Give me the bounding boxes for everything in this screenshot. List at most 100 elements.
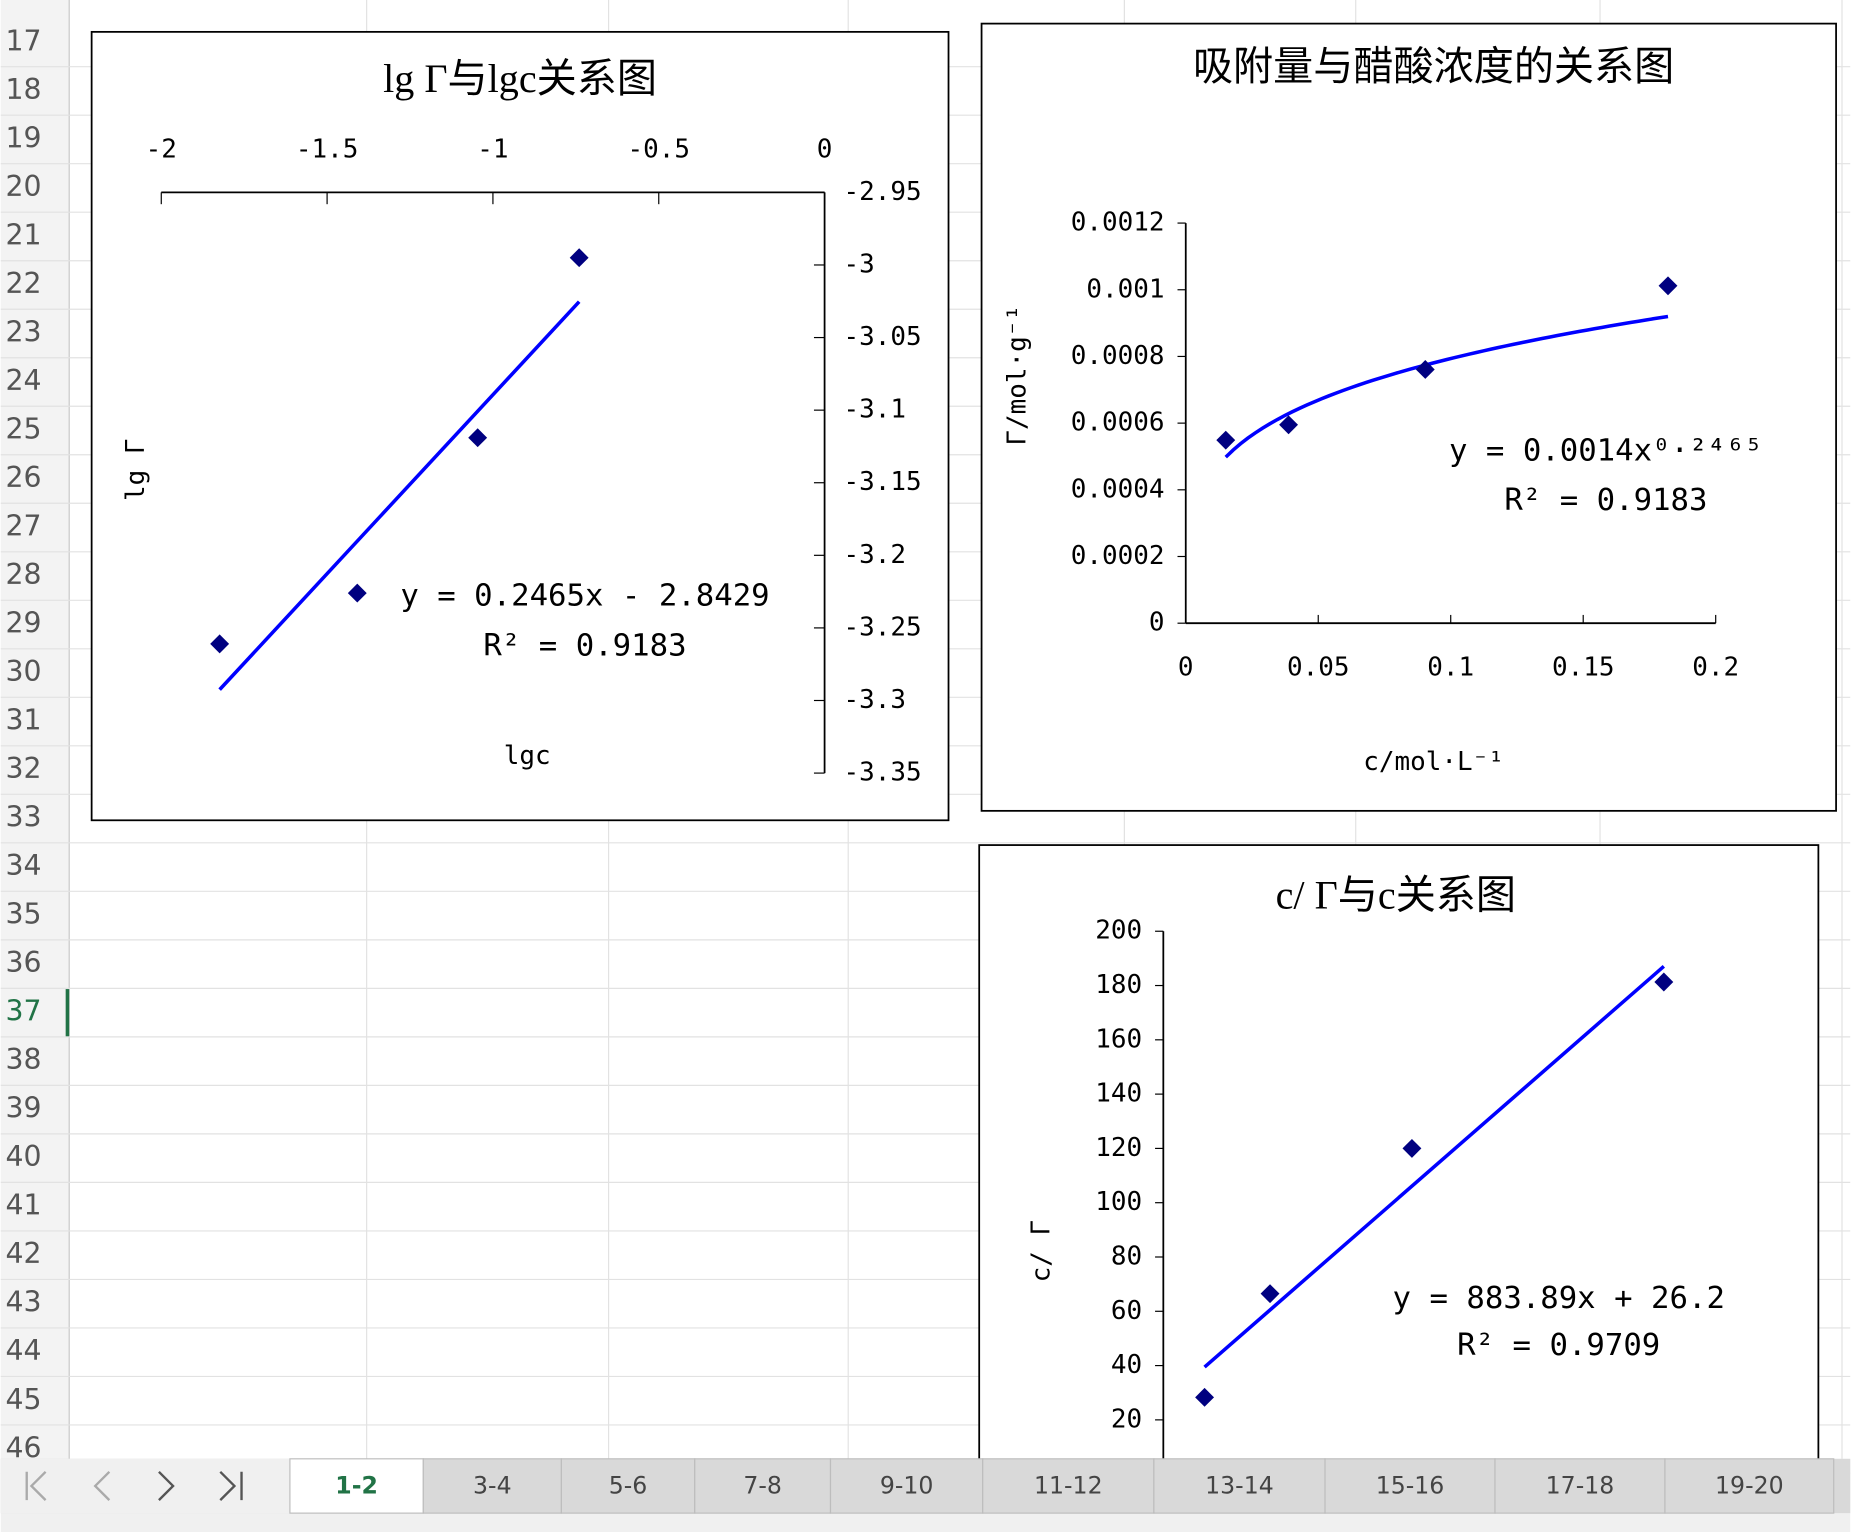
row-number: 26 [5, 461, 41, 494]
data-point [468, 428, 488, 448]
sheet-tab-label: 1-2 [335, 1472, 378, 1500]
y-tick-label: 180 [1095, 970, 1142, 1000]
data-point [1260, 1284, 1280, 1304]
y-tick-label: -3.1 [843, 395, 906, 425]
x-tick-label: -2 [146, 134, 177, 164]
sheet-tab[interactable] [694, 1458, 832, 1514]
row-number: 36 [5, 946, 41, 979]
y-tick-label: -3 [843, 249, 874, 279]
row-number: 24 [5, 364, 41, 397]
y-axis-label: c/ Γ [1026, 1220, 1056, 1283]
y-axis-label: lg Γ [121, 438, 151, 501]
first-sheet-button[interactable] [25, 1470, 47, 1501]
row-number: 44 [5, 1334, 41, 1367]
data-point [569, 248, 589, 268]
y-tick-label: -3.2 [843, 540, 906, 570]
sheet-tab-label: 9-10 [880, 1472, 934, 1500]
x-tick-label: 0.2 [1692, 653, 1739, 683]
row-number: 22 [5, 267, 41, 300]
sheet-tab-label: 5-6 [609, 1472, 648, 1500]
y-tick-label: 140 [1095, 1079, 1142, 1109]
sheet-tab[interactable] [422, 1458, 562, 1514]
row-number: 23 [5, 316, 41, 349]
next-sheet-button[interactable] [158, 1470, 175, 1501]
y-tick-label: 120 [1095, 1133, 1142, 1163]
data-point [1195, 1387, 1215, 1407]
y-tick-label: 0.001 [1086, 274, 1164, 304]
y-tick-label: 160 [1095, 1024, 1142, 1054]
chart: lg Γ与lgc关系图 -2.95 -3 -3.05 -3.1 -3.15 -3.2 -3.2… [90, 30, 950, 822]
sheet-tab-label: 11-12 [1034, 1472, 1103, 1500]
y-tick-label: 0.0008 [1071, 341, 1165, 371]
y-tick-label: 80 [1111, 1241, 1142, 1271]
chart: 吸附量与醋酸浓度的关系图 0 0.0002 0.0004 0.0006 0.0008 0.0… [980, 22, 1837, 812]
data-point [210, 634, 230, 654]
row-number: 35 [5, 898, 41, 931]
row-number: 17 [5, 24, 41, 57]
row-number: 41 [5, 1189, 41, 1222]
row-number: 31 [5, 704, 41, 737]
sheet-tab[interactable] [289, 1458, 424, 1514]
sheet-tab-label: 13-14 [1205, 1472, 1274, 1500]
prev-sheet-button[interactable] [93, 1470, 111, 1501]
charts: lg Γ与lgc关系图 -2.95 -3 -3.05 -3.1 -3.15 -3.2 -3.2… [90, 22, 1837, 1532]
row-number: 25 [5, 413, 41, 446]
x-tick-label: 0.15 [1552, 653, 1615, 683]
y-tick-label: -3.25 [843, 612, 921, 642]
sheet-tab[interactable] [1324, 1458, 1496, 1514]
y-tick-label: -3.3 [843, 685, 906, 715]
sheet-tab[interactable] [982, 1458, 1155, 1514]
r-squared: R² = 0.9709 [1457, 1328, 1660, 1363]
row-number: 28 [5, 558, 41, 591]
y-tick-label: -3.15 [843, 467, 921, 497]
sheet-tab[interactable] [1153, 1458, 1326, 1514]
sheet-tab[interactable] [829, 1458, 984, 1514]
row-number: 46 [5, 1431, 41, 1464]
trendline-equation: y = 0.0014x⁰·²⁴⁶⁵ [1449, 434, 1763, 469]
data-point [1654, 972, 1674, 992]
active-row-marker [65, 989, 70, 1037]
row-number: 21 [5, 219, 41, 252]
last-sheet-button[interactable] [219, 1470, 243, 1501]
x-tick-label: -0.5 [627, 134, 690, 164]
chart-title: c/ Γ与c关系图 [1276, 873, 1516, 918]
x-axis-label: lgc [504, 741, 551, 771]
row-number: 20 [5, 170, 41, 203]
row-header [0, 0, 70, 1464]
row-number: 19 [5, 122, 41, 155]
x-tick-label: 0 [1178, 653, 1194, 683]
data-point [1279, 415, 1299, 435]
sheet-tab[interactable] [560, 1458, 696, 1514]
sheet-tab-label: 19-20 [1715, 1472, 1784, 1500]
x-tick-label: 0.1 [1427, 653, 1474, 683]
chart-title: lg Γ与lgc关系图 [383, 56, 657, 101]
sheet-tab[interactable] [1494, 1458, 1666, 1514]
sheet-tab-label: 15-16 [1376, 1472, 1445, 1500]
sheet-tab-label: 7-8 [743, 1472, 782, 1500]
sheet-tab[interactable] [1664, 1458, 1835, 1514]
x-tick-label: 0 [817, 134, 833, 164]
x-tick-label: -1.5 [296, 134, 359, 164]
y-tick-label: 20 [1111, 1404, 1142, 1434]
chart-title: 吸附量与醋酸浓度的关系图 [1193, 44, 1674, 89]
r-squared: R² = 0.9183 [483, 628, 686, 663]
row-number: 38 [5, 1043, 41, 1076]
trendline [1224, 314, 1669, 459]
row-number: 42 [5, 1237, 41, 1270]
row-number: 29 [5, 607, 41, 640]
x-axis-label: c/mol·L⁻¹ [1363, 747, 1504, 777]
y-tick-label: 60 [1111, 1296, 1142, 1326]
row-number: 18 [5, 73, 41, 106]
trendline-equation: y = 883.89x + 26.2 [1393, 1281, 1725, 1316]
row-number: 43 [5, 1286, 41, 1319]
trendline-equation: y = 0.2465x - 2.8429 [400, 579, 769, 614]
y-tick-label: -3.35 [843, 758, 921, 788]
y-tick-label: 0.0004 [1071, 474, 1165, 504]
chart-frame [980, 22, 1837, 812]
chart-frame [978, 844, 1820, 1532]
row-number: 27 [5, 510, 41, 543]
chart-frame [90, 30, 950, 822]
row-number: 33 [5, 801, 41, 834]
y-tick-label: 200 [1095, 916, 1142, 946]
